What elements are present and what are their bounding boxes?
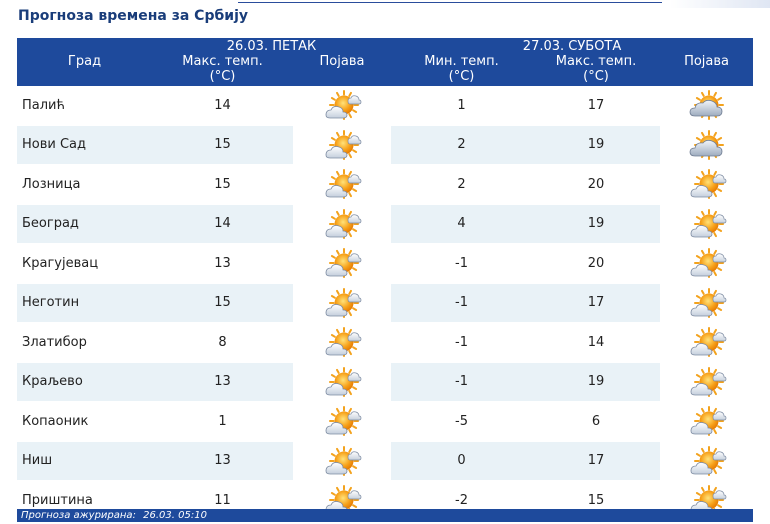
table-row: Златибор 8 -1 14 bbox=[17, 322, 754, 363]
table-row: Палић 14 1 17 bbox=[17, 86, 754, 126]
day1-max-temp: 14 bbox=[152, 204, 293, 244]
corner-decoration bbox=[670, 0, 770, 8]
table-row: Краљево 13 -1 19 bbox=[17, 362, 754, 402]
header-spacer bbox=[17, 38, 152, 54]
header-city-label: Град bbox=[67, 54, 102, 69]
day2-min-temp: -1 bbox=[391, 283, 533, 323]
table-row: Београд 14 4 19 bbox=[17, 204, 754, 244]
day1-max-temp: 13 bbox=[152, 441, 293, 481]
header-city: Град bbox=[17, 54, 152, 86]
city-name: Златибор bbox=[17, 322, 152, 363]
header-phenomenon-label: Појава bbox=[684, 54, 729, 69]
header-unit: (°C) bbox=[448, 69, 475, 84]
day2-max-temp: 14 bbox=[532, 322, 661, 363]
header-min-label: Мин. темп. bbox=[424, 54, 499, 69]
day1-max-temp: 14 bbox=[152, 86, 293, 126]
day2-min-temp: -1 bbox=[391, 362, 533, 402]
day1-max-temp: 15 bbox=[152, 283, 293, 323]
footer-value: 26.03. 05:10 bbox=[143, 510, 207, 521]
day2-max-temp: 17 bbox=[532, 86, 661, 126]
header-day2-min: Мин. темп. (°C) bbox=[391, 54, 533, 86]
day2-max-temp: 19 bbox=[532, 125, 661, 165]
day2-max-temp: 19 bbox=[532, 204, 661, 244]
sun-behind-cloud-icon bbox=[660, 243, 754, 284]
day1-max-temp: 15 bbox=[152, 164, 293, 205]
sun-behind-cloud-icon bbox=[293, 322, 392, 363]
sun-behind-cloud-icon bbox=[660, 164, 754, 205]
day2-max-temp: 6 bbox=[532, 401, 661, 442]
header-max-label: Макс. темп. bbox=[555, 54, 637, 69]
day2-min-temp: -1 bbox=[391, 243, 533, 284]
header-day1-phenomenon: Појава bbox=[293, 54, 392, 86]
table-row: Ниш 13 0 17 bbox=[17, 441, 754, 481]
sun-behind-cloud-icon bbox=[660, 283, 754, 323]
day2-min-temp: -5 bbox=[391, 401, 533, 442]
table-row: Копаоник 1 -5 6 bbox=[17, 401, 754, 442]
clouds-with-sun-icon bbox=[660, 125, 754, 165]
header-phenomenon-label: Појава bbox=[319, 54, 365, 69]
day2-max-temp: 20 bbox=[532, 164, 661, 205]
city-name: Палић bbox=[17, 86, 152, 126]
day2-min-temp: 2 bbox=[391, 125, 533, 165]
city-name: Копаоник bbox=[17, 401, 152, 442]
day1-max-temp: 1 bbox=[152, 401, 293, 442]
day2-min-temp: 0 bbox=[391, 441, 533, 481]
header-day1: 26.03. ПЕТАК bbox=[152, 38, 392, 54]
sun-behind-cloud-icon bbox=[660, 322, 754, 363]
city-name: Крагујевац bbox=[17, 243, 152, 284]
day2-max-temp: 20 bbox=[532, 243, 661, 284]
footer-label: Прогноза ажурирана: bbox=[21, 510, 136, 521]
day2-min-temp: 4 bbox=[391, 204, 533, 244]
day1-max-temp: 13 bbox=[152, 362, 293, 402]
city-name: Ниш bbox=[17, 441, 152, 481]
day2-min-temp: 2 bbox=[391, 164, 533, 205]
title-rule bbox=[238, 2, 662, 3]
update-footer: Прогноза ажурирана: 26.03. 05:10 bbox=[17, 509, 753, 522]
sun-behind-cloud-icon bbox=[293, 164, 392, 205]
header-day1-max: Макс. темп. (°C) bbox=[152, 54, 293, 86]
table-row: Крагујевац 13 -1 20 bbox=[17, 243, 754, 284]
day1-max-temp: 13 bbox=[152, 243, 293, 284]
sun-behind-cloud-icon bbox=[660, 441, 754, 481]
header-day2: 27.03. СУБОТА bbox=[391, 38, 754, 54]
day2-max-temp: 19 bbox=[532, 362, 661, 402]
header-unit: (°C) bbox=[209, 69, 236, 84]
forecast-table: 26.03. ПЕТАК 27.03. СУБОТА Град Макс. те… bbox=[17, 38, 754, 521]
sun-behind-cloud-icon bbox=[660, 204, 754, 244]
sun-behind-cloud-icon bbox=[293, 362, 392, 402]
city-name: Нови Сад bbox=[17, 125, 152, 165]
sun-behind-cloud-icon bbox=[293, 86, 392, 126]
header-unit: (°C) bbox=[583, 69, 609, 84]
sun-behind-cloud-icon bbox=[293, 283, 392, 323]
sun-behind-cloud-icon bbox=[293, 441, 392, 481]
sun-behind-cloud-icon bbox=[660, 362, 754, 402]
table-row: Нови Сад 15 2 19 bbox=[17, 125, 754, 165]
sun-behind-cloud-icon bbox=[293, 401, 392, 442]
header-day2-max: Макс. темп. (°C) bbox=[532, 54, 661, 86]
day2-max-temp: 17 bbox=[532, 441, 661, 481]
day1-max-temp: 15 bbox=[152, 125, 293, 165]
city-name: Лозница bbox=[17, 164, 152, 205]
day2-max-temp: 17 bbox=[532, 283, 661, 323]
city-name: Краљево bbox=[17, 362, 152, 402]
day1-max-temp: 8 bbox=[152, 322, 293, 363]
sun-behind-cloud-icon bbox=[660, 401, 754, 442]
header-day2-phenomenon: Појава bbox=[660, 54, 754, 86]
sun-behind-cloud-icon bbox=[293, 243, 392, 284]
table-row: Лозница 15 2 20 bbox=[17, 164, 754, 205]
sun-behind-cloud-icon bbox=[293, 125, 392, 165]
sun-behind-cloud-icon bbox=[293, 204, 392, 244]
city-name: Неготин bbox=[17, 283, 152, 323]
clouds-with-sun-icon bbox=[660, 86, 754, 126]
page-title: Прогноза времена за Србију bbox=[18, 8, 248, 24]
table-row: Неготин 15 -1 17 bbox=[17, 283, 754, 323]
day2-min-temp: 1 bbox=[391, 86, 533, 126]
day2-min-temp: -1 bbox=[391, 322, 533, 363]
city-name: Београд bbox=[17, 204, 152, 244]
header-max-label: Макс. темп. bbox=[182, 54, 263, 69]
